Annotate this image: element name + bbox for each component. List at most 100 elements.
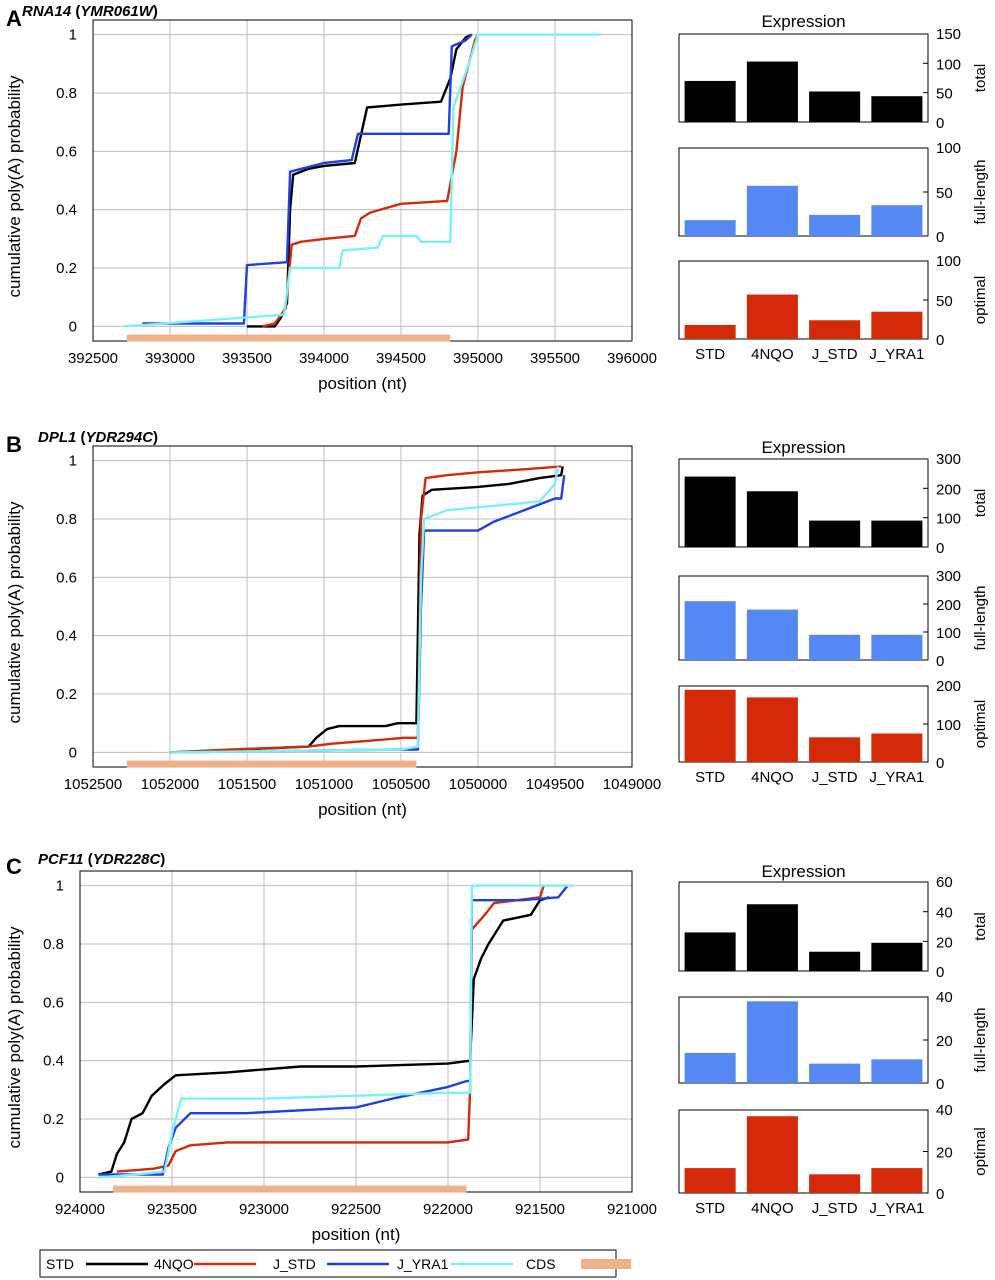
- x-tick-label: 393500: [222, 350, 272, 367]
- bar-j-yra1: [871, 634, 923, 660]
- y-tick-label: 0.8: [56, 85, 77, 102]
- expression-bars: Expression 0 100 200 300 total 0 100 200 300 full-…: [678, 438, 989, 786]
- expression-bars: Expression 0 50 100 150 total 0 50 100 full-lengt…: [678, 12, 989, 363]
- bar-std: [684, 1168, 736, 1193]
- gene-title: RNA14 (YMR061W): [22, 3, 158, 20]
- y-tick-label: 0: [69, 318, 77, 335]
- bar-y-tick-label: 0: [936, 1076, 944, 1093]
- series-line-j-std: [169, 475, 566, 754]
- y-tick-label: 0.8: [43, 936, 64, 953]
- bar-y-tick-label: 0: [936, 229, 944, 246]
- bar-axis-label: total: [972, 912, 989, 940]
- bar-j-std: [809, 634, 861, 660]
- x-tick-label: 396000: [607, 350, 657, 367]
- bar-std: [684, 601, 736, 660]
- bar-chart-full-length: 0 50 100 full-length: [678, 140, 989, 246]
- x-tick-label: 1052500: [64, 776, 122, 793]
- gene-orf: YMR061W: [80, 3, 154, 20]
- bar-y-tick-label: 60: [936, 874, 953, 891]
- bar-std: [684, 932, 736, 971]
- x-tick-label: 1052000: [141, 776, 199, 793]
- bar-y-tick-label: 100: [936, 625, 961, 642]
- bar-4nqo: [746, 491, 798, 547]
- x-tick-label: 1049500: [526, 776, 584, 793]
- series-line-std: [169, 466, 564, 754]
- x-tick-label: 1050500: [372, 776, 430, 793]
- bar-axis-label: full-length: [972, 159, 989, 224]
- bar-y-tick-label: 40: [936, 989, 953, 1006]
- y-tick-label: 0.6: [43, 994, 64, 1011]
- gene-paren-open: (: [84, 851, 93, 868]
- y-tick-label: 0.2: [56, 686, 77, 703]
- line-plot-area: [93, 446, 632, 767]
- gene-name: RNA14: [22, 3, 72, 20]
- x-tick-label: 1051500: [218, 776, 276, 793]
- cds-bar: [126, 334, 451, 342]
- gene-orf: YDR294C: [86, 429, 155, 446]
- legend-label: CDS: [526, 1256, 556, 1272]
- series-line-j-std: [142, 33, 473, 325]
- bar-y-tick-label: 200: [936, 678, 961, 695]
- bar-y-tick-label: 100: [936, 140, 961, 157]
- bar-std: [684, 1052, 736, 1083]
- bar-category-label: J_YRA1: [869, 346, 924, 363]
- x-tick-label: 395500: [530, 350, 580, 367]
- bar-category-label: 4NQO: [751, 769, 794, 786]
- bar-y-tick-label: 50: [936, 185, 953, 202]
- expression-title: Expression: [761, 12, 845, 31]
- legend: STD 4NQO J_STD J_YRA1 CDS: [39, 1249, 631, 1278]
- bar-y-tick-label: 0: [936, 540, 944, 557]
- bar-4nqo: [746, 1116, 798, 1193]
- bar-j-std: [809, 520, 861, 547]
- bar-y-tick-label: 100: [936, 253, 961, 270]
- bar-category-label: J_STD: [812, 346, 858, 363]
- x-tick-label: 1051000: [295, 776, 353, 793]
- gene-title: PCF11 (YDR228C): [38, 851, 165, 868]
- bar-chart-optimal: 0 100 200 optimal: [678, 678, 989, 772]
- series-line-std: [98, 896, 550, 1176]
- bar-category-label: J_YRA1: [869, 1200, 924, 1217]
- y-tick-label: 0.4: [56, 202, 77, 219]
- gene-paren-close: ): [153, 3, 158, 20]
- x-tick-label: 924000: [55, 1201, 105, 1218]
- bar-4nqo: [746, 697, 798, 762]
- gene-title: DPL1 (YDR294C): [38, 429, 158, 446]
- expression-title: Expression: [761, 862, 845, 881]
- bar-y-tick-label: 40: [936, 905, 953, 922]
- bar-y-tick-label: 50: [936, 86, 953, 103]
- panel-letter: B: [6, 432, 22, 457]
- cds-bar: [113, 1185, 467, 1193]
- bar-std: [684, 476, 736, 547]
- bar-j-std: [809, 951, 861, 971]
- legend-label: J_YRA1: [397, 1256, 449, 1272]
- bar-category-label: J_YRA1: [869, 769, 924, 786]
- y-tick-label: 0: [56, 1169, 64, 1186]
- bar-axis-label: optimal: [972, 700, 989, 748]
- bar-y-tick-label: 100: [936, 511, 961, 528]
- series-line-j-yra1: [169, 466, 560, 754]
- x-tick-label: 922500: [331, 1201, 381, 1218]
- bar-y-tick-label: 0: [936, 964, 944, 981]
- bar-y-tick-label: 300: [936, 568, 961, 585]
- bar-category-label: J_STD: [812, 769, 858, 786]
- series-line-j-yra1: [98, 884, 574, 1179]
- gene-paren-open: (: [71, 3, 80, 20]
- bar-j-yra1: [871, 1059, 923, 1083]
- bar-y-tick-label: 0: [936, 1186, 944, 1203]
- bar-j-std: [809, 214, 861, 236]
- bar-category-label: STD: [695, 1200, 725, 1217]
- bar-j-yra1: [871, 205, 923, 236]
- bar-std: [684, 689, 736, 762]
- bar-y-tick-label: 300: [936, 451, 961, 468]
- y-axis-label: cumulative poly(A) probability: [5, 926, 24, 1149]
- y-tick-label: 1: [56, 878, 64, 895]
- y-tick-label: 0: [69, 744, 77, 761]
- legend-label: 4NQO: [154, 1256, 194, 1272]
- bar-4nqo: [746, 294, 798, 339]
- x-tick-label: 922000: [423, 1201, 473, 1218]
- bar-j-std: [809, 320, 861, 339]
- bar-chart-optimal: 0 50 100 optimal: [678, 253, 989, 349]
- panel-c: C PCF11 (YDR228C) 924000 923500 923000 922500…: [5, 851, 989, 1244]
- x-tick-label: 394500: [376, 350, 426, 367]
- bar-axis-label: total: [972, 489, 989, 517]
